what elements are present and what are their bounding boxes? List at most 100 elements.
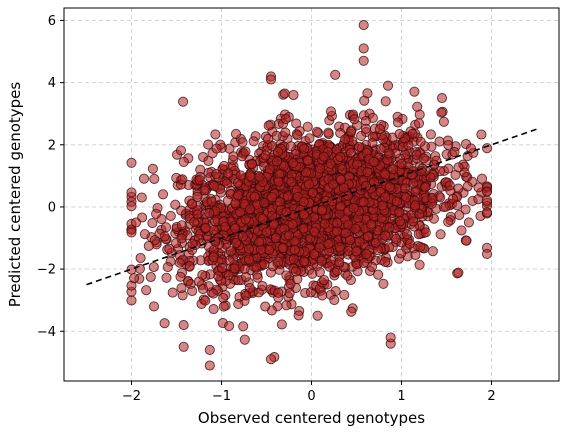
data-point (413, 118, 425, 129)
data-point (272, 146, 284, 157)
data-point (436, 107, 447, 118)
data-point (239, 263, 250, 274)
data-point (380, 192, 391, 203)
data-point (157, 189, 169, 200)
data-point (453, 267, 464, 278)
data-point (276, 319, 287, 330)
data-point (449, 147, 460, 158)
data-point (415, 241, 426, 252)
data-point (325, 158, 336, 169)
data-point (159, 318, 170, 329)
data-point (319, 218, 330, 229)
data-point (323, 238, 334, 250)
data-point (288, 89, 299, 101)
data-point (358, 43, 369, 54)
data-point (377, 200, 388, 211)
data-point (237, 231, 248, 242)
data-point (315, 163, 326, 174)
data-point (259, 197, 270, 208)
data-point (383, 148, 394, 159)
data-point (299, 143, 310, 154)
data-point (345, 147, 357, 159)
data-point (248, 136, 259, 147)
data-point (481, 207, 493, 218)
data-point (129, 273, 140, 284)
data-point (273, 256, 284, 267)
data-point (460, 204, 471, 215)
data-point (284, 230, 295, 241)
data-point (260, 150, 271, 161)
data-point (170, 199, 181, 210)
data-point (246, 159, 257, 170)
data-point (230, 223, 241, 234)
data-point (252, 272, 263, 283)
data-point (311, 126, 322, 137)
data-point (273, 287, 284, 298)
data-point (235, 207, 246, 218)
data-point (456, 225, 467, 236)
data-point (438, 116, 449, 127)
data-point (224, 143, 235, 154)
x-tick-label: 0 (307, 389, 315, 404)
data-point (415, 136, 426, 147)
data-point (425, 129, 436, 140)
data-point (366, 261, 378, 272)
data-point (384, 242, 395, 253)
data-point (209, 181, 220, 192)
data-point (249, 191, 260, 202)
data-point (288, 254, 299, 265)
y-tick-label: 4 (48, 76, 56, 91)
data-point (257, 213, 268, 224)
data-point (335, 151, 346, 162)
y-tick-label: 6 (48, 14, 56, 29)
data-point (304, 133, 315, 144)
data-point (366, 219, 377, 230)
y-tick-label: −4 (37, 325, 56, 340)
data-point (395, 216, 406, 227)
data-point (289, 244, 300, 255)
data-point (240, 146, 251, 157)
data-point (481, 195, 493, 206)
data-point (178, 96, 189, 107)
data-point (176, 233, 187, 244)
data-point (325, 106, 337, 117)
data-point (309, 226, 320, 237)
data-point (316, 255, 327, 266)
data-point (270, 232, 281, 244)
data-point (213, 271, 224, 282)
data-point (476, 129, 487, 140)
data-point (408, 216, 419, 227)
data-point (159, 231, 170, 242)
data-point (335, 201, 346, 212)
data-point (230, 128, 242, 139)
data-point (204, 208, 215, 219)
data-point (481, 248, 493, 259)
data-point (206, 196, 217, 207)
data-point (167, 287, 178, 298)
data-point (130, 217, 142, 228)
data-point (410, 249, 421, 261)
data-point (440, 201, 451, 212)
data-point (138, 173, 150, 184)
data-point (427, 246, 438, 257)
data-point (385, 332, 396, 343)
data-point (340, 134, 351, 145)
data-point (334, 257, 345, 268)
data-point (176, 283, 187, 294)
data-point (299, 209, 310, 220)
data-point (453, 162, 464, 173)
data-point (271, 156, 283, 167)
data-point (219, 160, 230, 171)
data-point (408, 178, 419, 189)
data-point (273, 176, 284, 187)
data-point (349, 114, 360, 125)
data-point (401, 229, 413, 240)
data-point (149, 235, 160, 246)
data-point (148, 301, 160, 312)
data-point (358, 55, 369, 66)
data-point (380, 230, 391, 241)
data-point (203, 139, 214, 150)
data-point (187, 285, 198, 297)
data-point (412, 101, 423, 112)
data-point (233, 299, 244, 310)
